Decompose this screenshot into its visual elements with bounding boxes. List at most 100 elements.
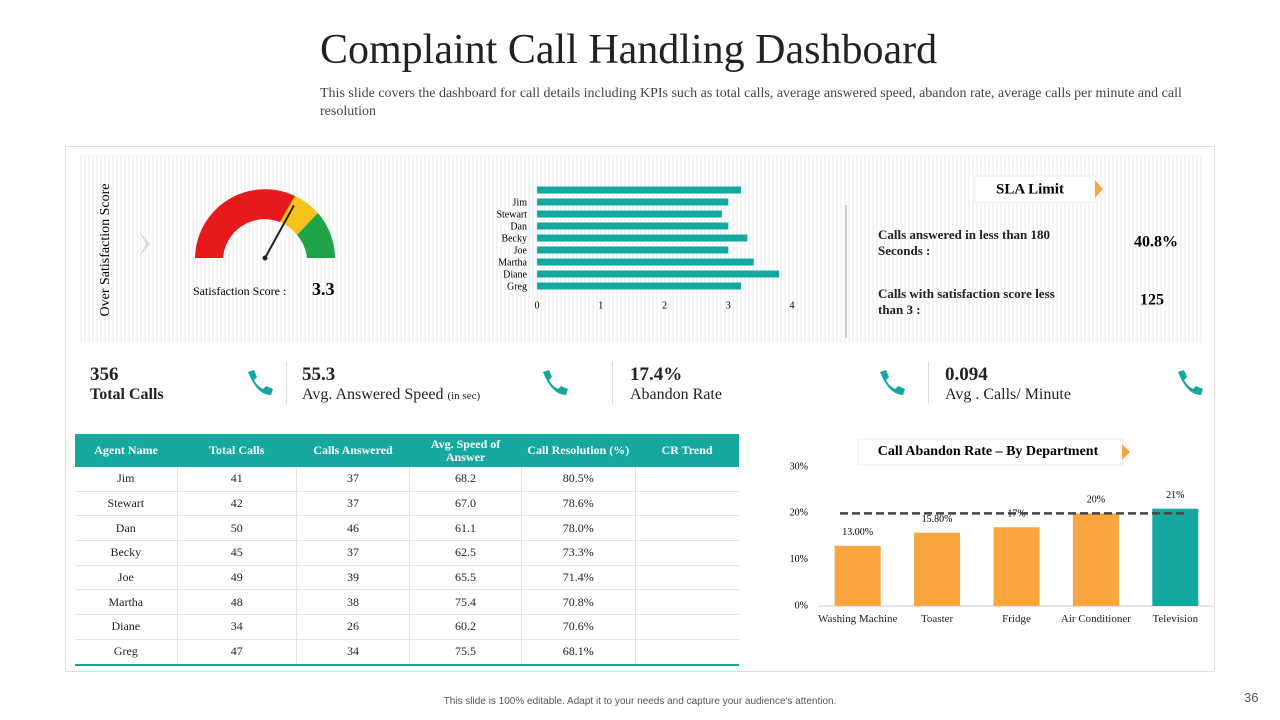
x-tick-label: Washing Machine [817,613,898,625]
y-tick-label: Stewart [496,209,527,220]
sla-arrow [1095,180,1103,198]
gauge-label: Satisfaction Score : [193,284,286,298]
gauge-value: 3.3 [312,279,335,299]
y-tick-label: Becky [501,233,527,244]
footer: This slide is 100% editable. Adapt it to… [443,696,837,707]
cell: 26 [296,614,411,640]
cell: 42 [177,491,297,517]
trend-cell [635,614,739,640]
trend-cell [635,491,739,517]
bar [537,246,729,254]
phone-icon [1178,370,1203,395]
x-tick-label: 4 [790,300,795,311]
cell: 38 [296,589,411,616]
panel [65,146,1215,672]
cell: 39 [296,565,411,591]
cell: 68.1% [521,639,636,666]
y-tick-label: Greg [507,281,527,292]
cell: 46 [296,515,411,542]
cell: 70.6% [521,614,636,640]
y-tick-label: Jim [513,197,528,208]
x-tick-label: Toaster [920,613,954,625]
header-cell: Calls Answered [296,434,410,467]
header-cell: Call Resolution (%) [521,434,636,467]
arrow [138,230,150,258]
bar [537,282,741,290]
cell: 61.1 [409,515,522,542]
kpi-icons [248,370,1203,395]
cell: 50 [177,515,297,542]
gauge-needle [264,204,295,259]
x-tick-label: 2 [662,300,667,311]
sla-label: Calls answered in less than 180 Seconds … [878,227,1051,258]
kpi-label: Avg . Calls/ Minute [945,386,1071,403]
kpi-label: Abandon Rate [630,386,722,403]
title: Complaint Call Handling Dashboard [320,27,938,73]
header-cell: Agent Name [75,434,178,467]
x-tick-label: 0 [535,300,540,311]
gauge-pivot [262,255,268,261]
cell: 48 [177,589,297,616]
trend-cell [635,467,739,492]
x-tick-label: Fridge [1002,613,1031,625]
sla-value: 125 [1140,292,1164,309]
sla-tag [974,175,1107,203]
separator [928,362,929,404]
x-tick-label: 3 [726,300,731,311]
bar [1072,513,1119,606]
phone-icon [248,370,273,395]
cell: 67.0 [409,491,522,517]
y-tick-label: Joe [514,245,528,256]
data-label: 13.00% [842,527,873,538]
cell: Diane [75,614,178,640]
trend-cell [635,639,739,666]
trend-cell [635,515,739,542]
bar [537,270,780,278]
separator [612,362,613,404]
phone-icon [543,370,568,395]
row: Dan 50 46 61.1 78.0% [75,515,739,542]
kpi-unit: (in sec) [447,390,481,402]
cell: Greg [75,639,178,666]
kpi-value: 17.4% [630,364,683,385]
header-cell: Avg. Speed of Answer [409,434,522,467]
row: Jim 41 37 68.2 80.5% [75,467,739,492]
y-tick-label: 30% [790,461,808,472]
cell: Martha [75,589,178,616]
cell: Dan [75,515,178,542]
row: Joe 49 39 65.5 71.4% [75,565,739,591]
agent-table: Agent Name Total Calls Calls Answered Avg. … [75,434,739,666]
y-tick-label: 20% [790,508,808,519]
row: Becky 45 37 62.5 73.3% [75,540,739,566]
cell: 73.3% [521,540,636,566]
bar [537,186,741,194]
bar [914,532,961,606]
header-cell: CR Trend [635,434,739,467]
kpi-value: 0.094 [945,364,988,385]
page-number: 36 [1244,690,1259,705]
cell: 75.5 [409,639,522,666]
trend-cell [635,540,739,566]
y-tick-label: 0% [795,600,808,611]
kpi-label: Avg. Answered Speed [302,386,444,403]
bar [537,210,722,218]
gauge-axis-label: Over Satisfaction Score [98,184,113,317]
row: Stewart 42 37 67.0 78.6% [75,491,739,517]
cell: Becky [75,540,178,566]
trend-cell [635,565,739,591]
cell: 80.5% [521,467,636,492]
cell: 34 [296,639,411,666]
cell: 75.4 [409,589,522,616]
bar [537,234,748,242]
x-tick-label: Air Conditioner [1060,613,1131,625]
cell: Jim [75,467,178,492]
subtitle: This slide covers the dashboard for call… [320,86,1182,119]
data-label: 20% [1087,495,1105,506]
cell: 62.5 [409,540,522,566]
bar [537,198,729,206]
cell: 41 [177,467,297,492]
bar [993,527,1040,606]
phone-icon [880,370,905,395]
